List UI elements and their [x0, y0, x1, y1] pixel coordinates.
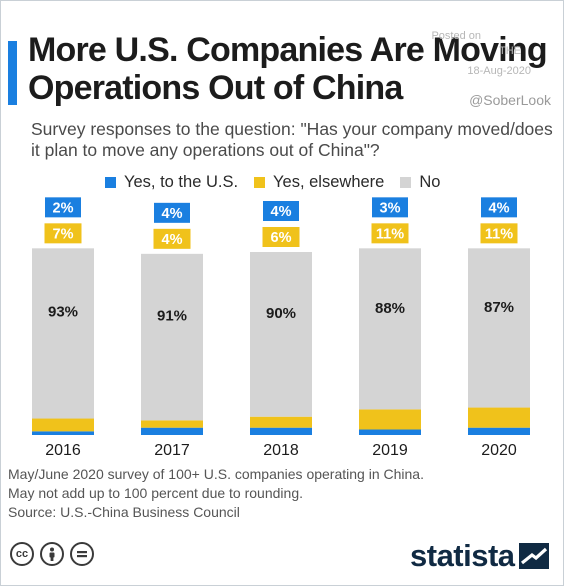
- chart-legend: Yes, to the U.S. Yes, elsewhere No: [105, 172, 456, 192]
- legend-item-no: No: [400, 173, 440, 192]
- data-label-yes-us-2017: 4%: [162, 206, 183, 222]
- legend-item-yes-elsewhere: Yes, elsewhere: [254, 173, 384, 192]
- data-label-yes-us-2020: 4%: [489, 200, 510, 216]
- badge-bg-yes-elsewhere-2018: [262, 227, 300, 247]
- x-tick-label-2020: 2020: [481, 442, 517, 459]
- badge-bg-yes-elsewhere-2019: [371, 223, 409, 244]
- badge-bg-yes-us-2018: [263, 201, 299, 221]
- title-accent-bar: [8, 41, 17, 105]
- data-label-no-2020: 87%: [484, 299, 514, 316]
- badge-bg-yes-us-2020: [481, 197, 517, 218]
- bar-yes-us-2019: [359, 429, 421, 435]
- bar-no-2017: [141, 253, 203, 421]
- creative-commons-icon[interactable]: cc: [10, 542, 34, 566]
- bar-yes-elsewhere-2016: [32, 418, 94, 432]
- statista-wordmark: statista: [410, 538, 515, 573]
- legend-label-yes-us: Yes, to the U.S.: [124, 172, 239, 191]
- watermark-date: 18-Aug-2020: [467, 65, 531, 77]
- chart-title: More U.S. Companies Are Moving Operation…: [28, 31, 548, 107]
- footnotes: May/June 2020 survey of 100+ U.S. compan…: [8, 465, 548, 522]
- legend-swatch-yes-us: [105, 176, 116, 188]
- legend-label-no: No: [419, 172, 441, 191]
- badge-bg-yes-us-2019: [372, 197, 408, 218]
- bar-no-2019: [359, 248, 421, 410]
- data-label-yes-elsewhere-2018: 6%: [271, 230, 292, 246]
- author-handle: @SoberLook: [469, 92, 551, 108]
- data-label-yes-us-2016: 2%: [53, 200, 74, 216]
- bar-yes-us-2020: [468, 427, 530, 435]
- data-label-no-2017: 91%: [157, 307, 187, 324]
- statista-mark-icon: [518, 543, 549, 569]
- x-tick-label-2018: 2018: [263, 442, 299, 459]
- license-icons: cc: [10, 542, 100, 566]
- badge-bg-yes-us-2016: [45, 197, 81, 218]
- data-label-yes-elsewhere-2020: 11%: [485, 226, 513, 242]
- bar-yes-elsewhere-2019: [359, 409, 421, 430]
- legend-label-yes-elsewhere: Yes, elsewhere: [273, 172, 385, 191]
- data-label-no-2019: 88%: [375, 300, 405, 317]
- stacked-bar-chart: 93% 7% 2% 2016 91% 4% 4% 2017 90% 6% 4% 2018 88% 11% 3…: [32, 197, 530, 459]
- bar-no-2016: [32, 248, 94, 419]
- bar-yes-elsewhere-2018: [250, 416, 312, 428]
- footnote-survey: May/June 2020 survey of 100+ U.S. compan…: [8, 466, 424, 482]
- bar-yes-elsewhere-2020: [468, 407, 530, 428]
- badge-bg-yes-elsewhere-2017: [153, 228, 191, 249]
- bar-no-2020: [468, 248, 530, 408]
- data-label-yes-elsewhere-2019: 11%: [376, 226, 404, 242]
- x-tick-label-2016: 2016: [45, 442, 81, 459]
- badge-bg-yes-elsewhere-2016: [44, 223, 82, 244]
- attribution-icon[interactable]: [40, 542, 64, 566]
- legend-swatch-yes-elsewhere: [254, 176, 266, 188]
- no-derivatives-icon[interactable]: [70, 542, 94, 566]
- data-label-yes-us-2018: 4%: [271, 204, 292, 220]
- badge-bg-yes-us-2017: [154, 202, 190, 223]
- bar-no-2018: [250, 252, 312, 417]
- source-note: Source: U.S.-China Business Council: [8, 504, 240, 520]
- chart-subtitle: Survey responses to the question: "Has y…: [31, 119, 553, 160]
- footnote-rounding: May not add up to 100 percent due to rou…: [8, 485, 303, 501]
- data-label-no-2016: 93%: [48, 303, 78, 320]
- bar-yes-us-2016: [32, 431, 94, 435]
- legend-swatch-no: [400, 176, 412, 188]
- bar-yes-elsewhere-2017: [141, 420, 203, 428]
- data-label-yes-elsewhere-2017: 4%: [162, 232, 183, 248]
- watermark-posted-by: THE: [499, 45, 521, 57]
- bar-yes-us-2018: [250, 427, 312, 435]
- data-label-no-2018: 90%: [266, 305, 296, 322]
- bar-yes-us-2017: [141, 427, 203, 435]
- data-label-yes-us-2019: 3%: [380, 200, 401, 216]
- statista-logo[interactable]: statista: [410, 538, 549, 574]
- watermark-posted-on: Posted on: [431, 30, 481, 42]
- x-tick-label-2019: 2019: [372, 442, 408, 459]
- legend-item-yes-us: Yes, to the U.S.: [105, 173, 238, 192]
- badge-bg-yes-elsewhere-2020: [480, 223, 518, 244]
- x-tick-label-2017: 2017: [154, 442, 190, 459]
- data-label-yes-elsewhere-2016: 7%: [53, 226, 74, 242]
